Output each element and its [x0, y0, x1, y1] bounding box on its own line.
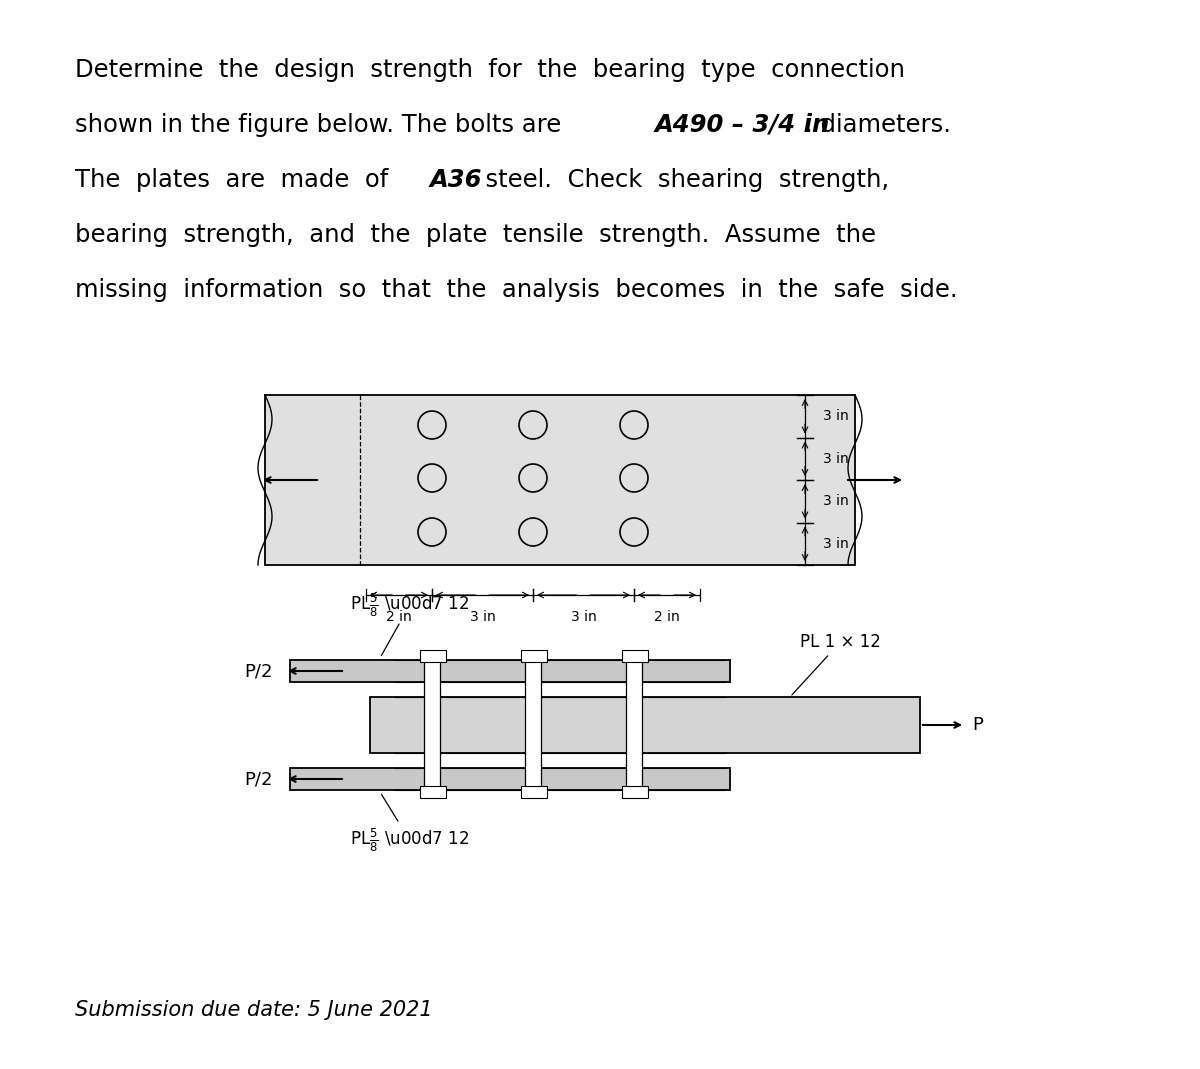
Bar [265, 396, 854, 566]
Bar [626, 655, 642, 795]
Text: A490 – 3/4 in: A490 – 3/4 in [655, 113, 830, 137]
Bar [420, 786, 445, 797]
Bar [521, 786, 547, 797]
Text: shown in the figure below. The bolts are: shown in the figure below. The bolts are [74, 113, 569, 137]
Bar [290, 768, 730, 790]
Text: Submission due date: 5 June 2021: Submission due date: 5 June 2021 [74, 1000, 433, 1020]
Text: steel.  Check  shearing  strength,: steel. Check shearing strength, [470, 168, 889, 192]
Bar [622, 650, 648, 662]
Text: 3 in: 3 in [823, 537, 848, 551]
Text: PL$\mathregular{\frac{5}{8}}$ \u00d7 12: PL$\mathregular{\frac{5}{8}}$ \u00d7 12 [350, 794, 469, 854]
Text: 3 in: 3 in [469, 610, 496, 624]
Text: P/2: P/2 [245, 662, 274, 680]
Text: missing  information  so  that  the  analysis  becomes  in  the  safe  side.: missing information so that the analysis… [74, 278, 958, 303]
Text: 2 in: 2 in [386, 610, 412, 624]
Text: . diameters.: . diameters. [805, 113, 952, 137]
Text: P: P [972, 716, 983, 734]
Text: PL$\mathregular{\frac{5}{8}}$ \u00d7 12: PL$\mathregular{\frac{5}{8}}$ \u00d7 12 [350, 591, 469, 655]
Bar [420, 650, 445, 662]
Bar [526, 655, 541, 795]
Text: bearing  strength,  and  the  plate  tensile  strength.  Assume  the: bearing strength, and the plate tensile … [74, 223, 876, 247]
Text: PL 1 × 12: PL 1 × 12 [792, 633, 881, 695]
Text: 3 in: 3 in [823, 409, 848, 423]
Text: 3 in: 3 in [823, 494, 848, 508]
Text: 3 in: 3 in [571, 610, 596, 624]
Bar [622, 786, 648, 797]
Text: Determine  the  design  strength  for  the  bearing  type  connection: Determine the design strength for the be… [74, 58, 905, 82]
Text: A36: A36 [430, 168, 482, 192]
Text: The  plates  are  made  of: The plates are made of [74, 168, 396, 192]
Text: 3 in: 3 in [823, 452, 848, 466]
Bar [370, 697, 920, 753]
Text: P/2: P/2 [245, 770, 274, 788]
Bar [290, 660, 730, 682]
Bar [521, 650, 547, 662]
Bar [424, 655, 440, 795]
Text: 2 in: 2 in [654, 610, 680, 624]
